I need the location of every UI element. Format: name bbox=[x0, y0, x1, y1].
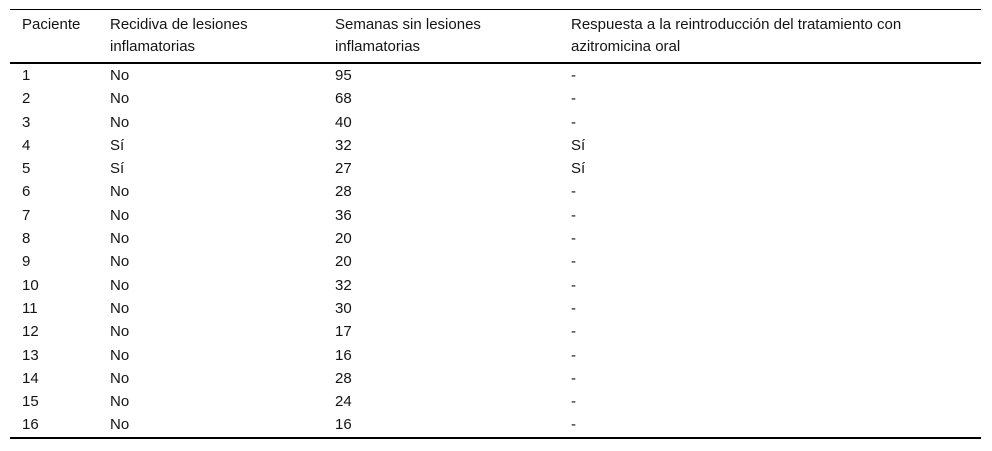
table-row: 7 No 36 - bbox=[10, 204, 981, 227]
table-row: 15 No 24 - bbox=[10, 390, 981, 413]
table-cell-semanas: 20 bbox=[335, 253, 352, 271]
table-cell-respuesta: - bbox=[571, 323, 576, 341]
table-row: 16 No 16 - bbox=[10, 413, 981, 437]
table-cell-respuesta: - bbox=[571, 67, 576, 84]
table-cell-paciente: 11 bbox=[22, 299, 38, 317]
table-cell-semanas: 17 bbox=[335, 323, 352, 341]
table-cell-paciente: 6 bbox=[22, 183, 31, 201]
table-cell-respuesta: - bbox=[571, 416, 576, 434]
table-row: 14 No 28 - bbox=[10, 367, 981, 390]
table-cell-respuesta: - bbox=[571, 183, 576, 201]
col-header-recidiva: Recidiva de lesiones inflamatorias bbox=[98, 9, 323, 64]
table-cell-semanas: 95 bbox=[335, 67, 352, 84]
table-cell-recidiva: No bbox=[110, 230, 130, 248]
paper-table-container: Paciente Recidiva de lesiones inflamator… bbox=[10, 9, 981, 439]
table-cell-recidiva: No bbox=[110, 113, 130, 131]
table-cell-paciente: 9 bbox=[22, 253, 31, 271]
table-cell-respuesta: - bbox=[571, 299, 576, 317]
table-cell-semanas: 40 bbox=[335, 113, 352, 131]
header-row: Paciente Recidiva de lesiones inflamator… bbox=[10, 9, 981, 64]
table-cell-recidiva: Sí bbox=[110, 160, 125, 178]
table-row: 13 No 16 - bbox=[10, 344, 981, 367]
table-cell-recidiva: No bbox=[110, 416, 130, 434]
table-row: 4 Sí 32 Sí bbox=[10, 134, 981, 157]
table-cell-respuesta: - bbox=[571, 206, 576, 224]
patients-outcome-table: Paciente Recidiva de lesiones inflamator… bbox=[10, 9, 981, 439]
table-cell-paciente: 1 bbox=[22, 67, 31, 84]
table-row: 11 No 30 - bbox=[10, 297, 981, 320]
col-header-respuesta-label: Respuesta a la reintroducción del tratam… bbox=[571, 16, 902, 55]
table-cell-recidiva: No bbox=[110, 346, 130, 364]
table-row: 12 No 17 - bbox=[10, 320, 981, 343]
table-cell-paciente: 14 bbox=[22, 369, 39, 387]
table-cell-paciente: 16 bbox=[22, 416, 39, 434]
table-cell-semanas: 32 bbox=[335, 276, 352, 294]
table-row: 5 Sí 27 Sí bbox=[10, 157, 981, 180]
table-cell-semanas: 27 bbox=[335, 160, 352, 178]
table-cell-paciente: 7 bbox=[22, 206, 31, 224]
table-cell-semanas: 68 bbox=[335, 90, 352, 108]
table-cell-semanas: 16 bbox=[335, 346, 352, 364]
table-cell-recidiva: No bbox=[110, 299, 130, 317]
table-cell-paciente: 8 bbox=[22, 230, 31, 248]
table-cell-respuesta: - bbox=[571, 276, 576, 294]
col-header-paciente-label: Paciente bbox=[22, 16, 81, 33]
table-cell-semanas: 20 bbox=[335, 230, 352, 248]
table-cell-paciente: 5 bbox=[22, 160, 31, 178]
table-row: 2 No 68 - bbox=[10, 87, 981, 110]
table-header: Paciente Recidiva de lesiones inflamator… bbox=[10, 9, 981, 64]
table-body: 1 No 95 - 2 No 68 - 3 No 40 - 4 Sí 32 Sí 5 Sí 27 Sí 6 No 28 - 7 N… bbox=[10, 63, 981, 438]
col-header-semanas: Semanas sin lesiones inflamatorias bbox=[323, 9, 559, 64]
table-cell-respuesta: - bbox=[571, 230, 576, 248]
table-cell-respuesta: - bbox=[571, 346, 576, 364]
table-row: 9 No 20 - bbox=[10, 250, 981, 273]
table-cell-recidiva: No bbox=[110, 393, 130, 411]
col-header-recidiva-label: Recidiva de lesiones inflamatorias bbox=[110, 16, 248, 55]
table-cell-respuesta: - bbox=[571, 369, 576, 387]
table-cell-paciente: 15 bbox=[22, 393, 39, 411]
table-cell-recidiva: No bbox=[110, 67, 130, 84]
table-cell-respuesta: - bbox=[571, 113, 576, 131]
table-cell-semanas: 16 bbox=[335, 416, 352, 434]
table-cell-recidiva: Sí bbox=[110, 136, 125, 154]
table-cell-semanas: 28 bbox=[335, 183, 352, 201]
table-cell-paciente: 13 bbox=[22, 346, 39, 364]
col-header-respuesta: Respuesta a la reintroducción del tratam… bbox=[559, 9, 981, 64]
table-cell-respuesta: - bbox=[571, 253, 576, 271]
table-row: 3 No 40 - bbox=[10, 111, 981, 134]
table-cell-paciente: 2 bbox=[22, 90, 31, 108]
table-row: 10 No 32 - bbox=[10, 274, 981, 297]
table-cell-semanas: 36 bbox=[335, 206, 352, 224]
table-cell-paciente: 10 bbox=[22, 276, 39, 294]
table-row: 1 No 95 - bbox=[10, 63, 981, 87]
table-cell-semanas: 32 bbox=[335, 136, 352, 154]
table-cell-recidiva: No bbox=[110, 276, 130, 294]
col-header-paciente: Paciente bbox=[10, 9, 98, 64]
table-cell-recidiva: No bbox=[110, 90, 130, 108]
col-header-semanas-label: Semanas sin lesiones inflamatorias bbox=[335, 16, 481, 55]
table-cell-respuesta: Sí bbox=[571, 136, 586, 154]
table-cell-recidiva: No bbox=[110, 206, 130, 224]
table-cell-paciente: 12 bbox=[22, 323, 39, 341]
table-cell-semanas: 28 bbox=[335, 369, 352, 387]
table-cell-recidiva: No bbox=[110, 323, 130, 341]
table-cell-recidiva: No bbox=[110, 369, 130, 387]
table-cell-paciente: 3 bbox=[22, 113, 31, 131]
table-cell-semanas: 24 bbox=[335, 393, 352, 411]
table-cell-respuesta: - bbox=[571, 90, 576, 108]
table-cell-paciente: 4 bbox=[22, 136, 31, 154]
table-cell-respuesta: - bbox=[571, 393, 576, 411]
table-row: 8 No 20 - bbox=[10, 227, 981, 250]
table-cell-semanas: 30 bbox=[335, 299, 352, 317]
table-cell-recidiva: No bbox=[110, 253, 130, 271]
table-row: 6 No 28 - bbox=[10, 180, 981, 203]
table-cell-recidiva: No bbox=[110, 183, 130, 201]
table-cell-respuesta: Sí bbox=[571, 160, 586, 178]
